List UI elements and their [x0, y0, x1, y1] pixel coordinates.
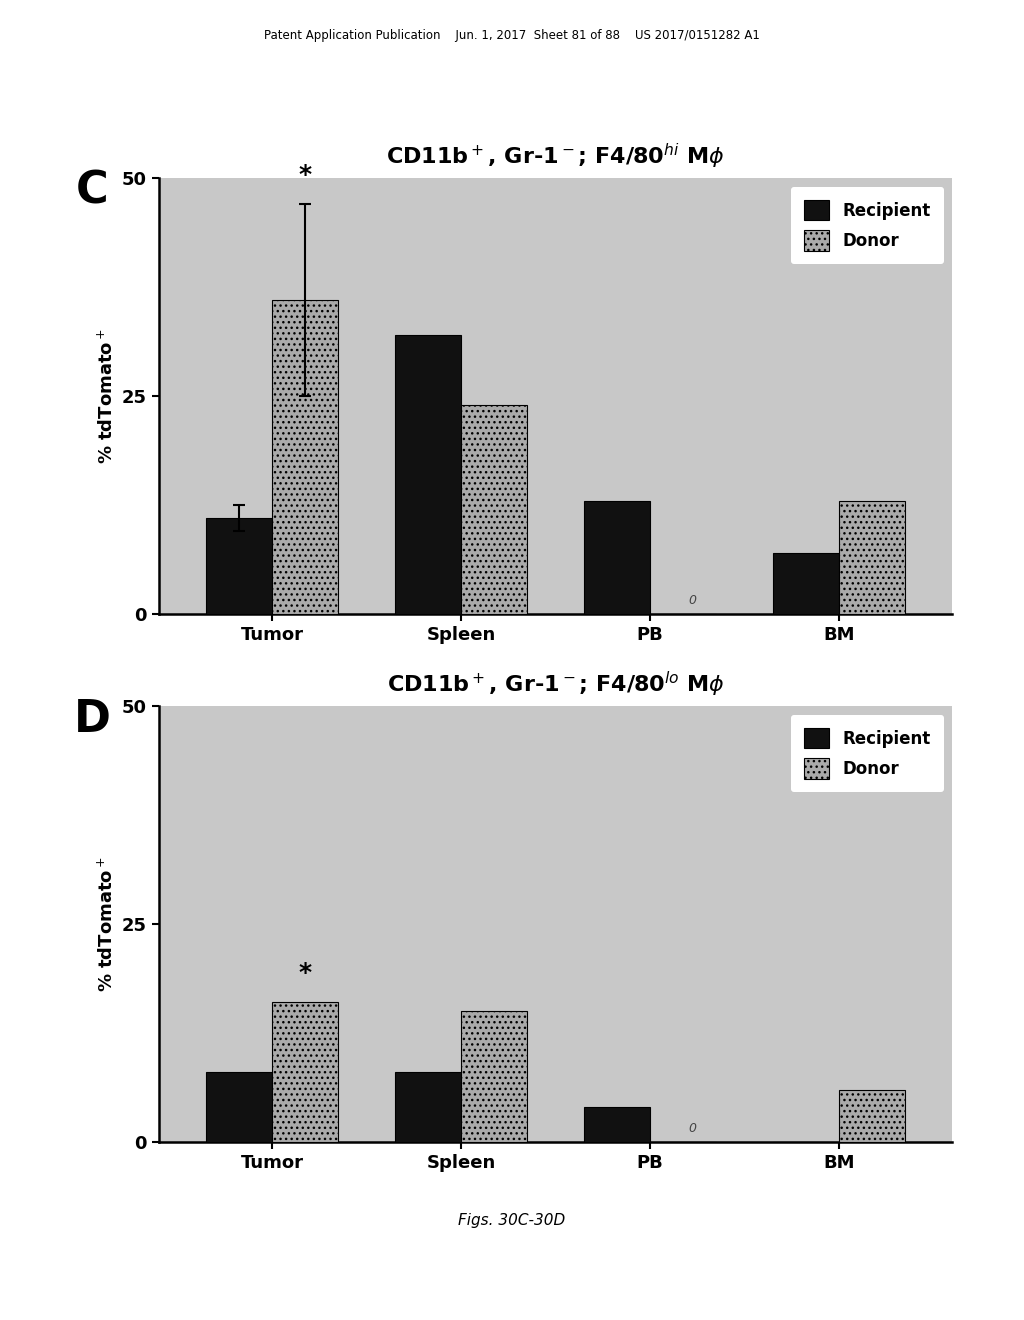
- Y-axis label: % tdTomato$^+$: % tdTomato$^+$: [97, 327, 117, 465]
- Bar: [206, 517, 272, 614]
- Bar: [773, 553, 839, 614]
- Bar: [584, 1107, 650, 1142]
- Bar: [461, 1011, 527, 1142]
- Bar: [395, 1072, 461, 1142]
- Bar: [461, 405, 527, 614]
- Bar: [272, 300, 338, 614]
- Title: CD11b$^+$, Gr-1$^-$; F4/80$^{lo}$ M$\phi$: CD11b$^+$, Gr-1$^-$; F4/80$^{lo}$ M$\phi…: [387, 671, 724, 700]
- Y-axis label: % tdTomato$^+$: % tdTomato$^+$: [97, 855, 117, 993]
- Bar: [584, 500, 650, 614]
- Text: 0: 0: [688, 1122, 696, 1135]
- Text: *: *: [299, 961, 311, 985]
- Text: C: C: [76, 170, 109, 213]
- Title: CD11b$^+$, Gr-1$^-$; F4/80$^{hi}$ M$\phi$: CD11b$^+$, Gr-1$^-$; F4/80$^{hi}$ M$\phi…: [386, 143, 725, 172]
- Bar: [839, 500, 905, 614]
- Bar: [395, 335, 461, 614]
- Legend: Recipient, Donor: Recipient, Donor: [791, 186, 944, 264]
- Text: *: *: [299, 162, 311, 187]
- Bar: [839, 1089, 905, 1142]
- Text: Patent Application Publication    Jun. 1, 2017  Sheet 81 of 88    US 2017/015128: Patent Application Publication Jun. 1, 2…: [264, 29, 760, 42]
- Text: D: D: [74, 698, 111, 741]
- Bar: [206, 1072, 272, 1142]
- Text: Figs. 30C-30D: Figs. 30C-30D: [459, 1213, 565, 1229]
- Legend: Recipient, Donor: Recipient, Donor: [791, 714, 944, 792]
- Bar: [272, 1002, 338, 1142]
- Text: 0: 0: [688, 594, 696, 607]
